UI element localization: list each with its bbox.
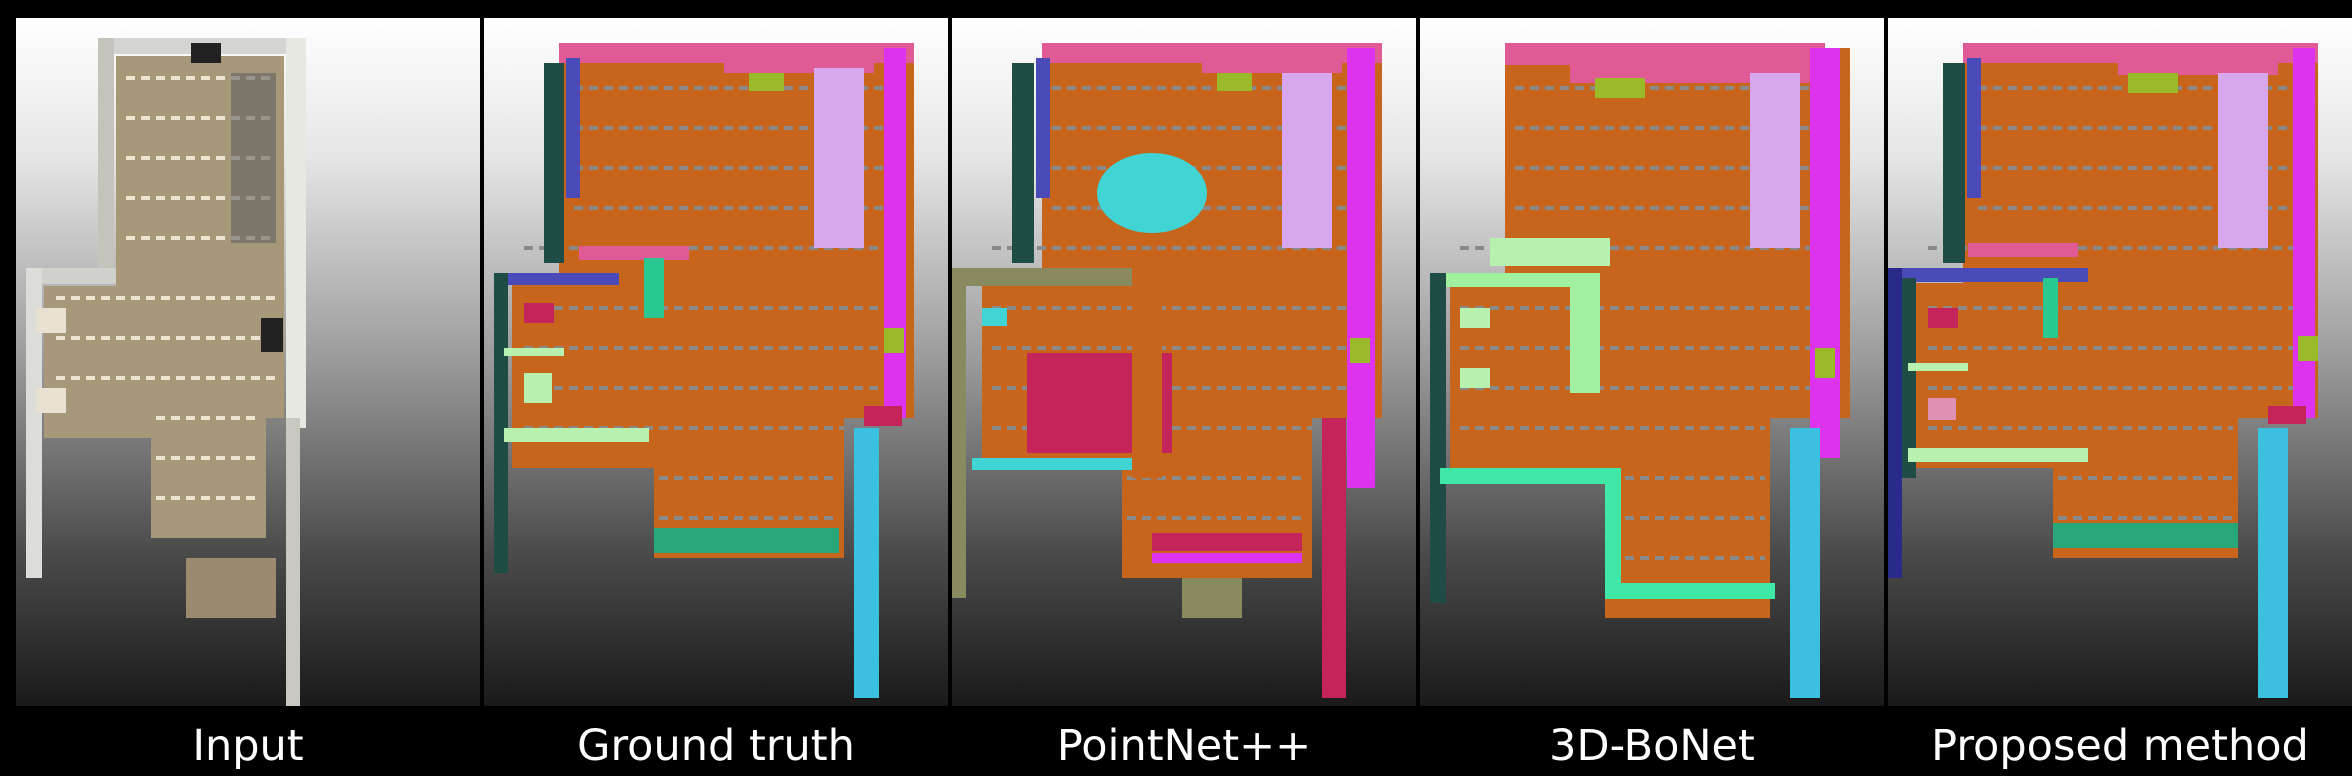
ground-truth-segmentation-image xyxy=(494,43,914,698)
caption-input: Input xyxy=(192,721,304,771)
panel-pointnet xyxy=(952,18,1416,706)
panel-proposed xyxy=(1888,18,2352,706)
panel-input xyxy=(16,18,480,706)
caption-pointnet: PointNet++ xyxy=(1056,721,1312,771)
input-point-cloud-image xyxy=(26,38,306,706)
panel-ground-truth xyxy=(484,18,948,706)
proposed-segmentation-image xyxy=(1888,43,2318,698)
pointnet-segmentation-image xyxy=(952,43,1382,698)
caption-proposed: Proposed method xyxy=(1931,721,2309,771)
panel-bonet xyxy=(1420,18,1884,706)
bonet-segmentation-image xyxy=(1430,43,1850,698)
caption-ground-truth: Ground truth xyxy=(577,721,855,771)
caption-bonet: 3D-BoNet xyxy=(1549,721,1755,771)
